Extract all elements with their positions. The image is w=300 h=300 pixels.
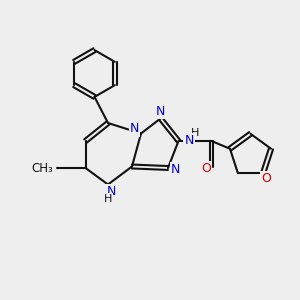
Text: O: O bbox=[201, 162, 211, 176]
Text: H: H bbox=[104, 194, 112, 204]
Text: N: N bbox=[171, 163, 180, 176]
Text: O: O bbox=[261, 172, 271, 185]
Text: CH₃: CH₃ bbox=[32, 161, 53, 175]
Text: H: H bbox=[191, 128, 199, 138]
Text: N: N bbox=[156, 105, 165, 119]
Text: N: N bbox=[184, 134, 194, 147]
Text: N: N bbox=[106, 184, 116, 198]
Text: N: N bbox=[130, 122, 139, 136]
